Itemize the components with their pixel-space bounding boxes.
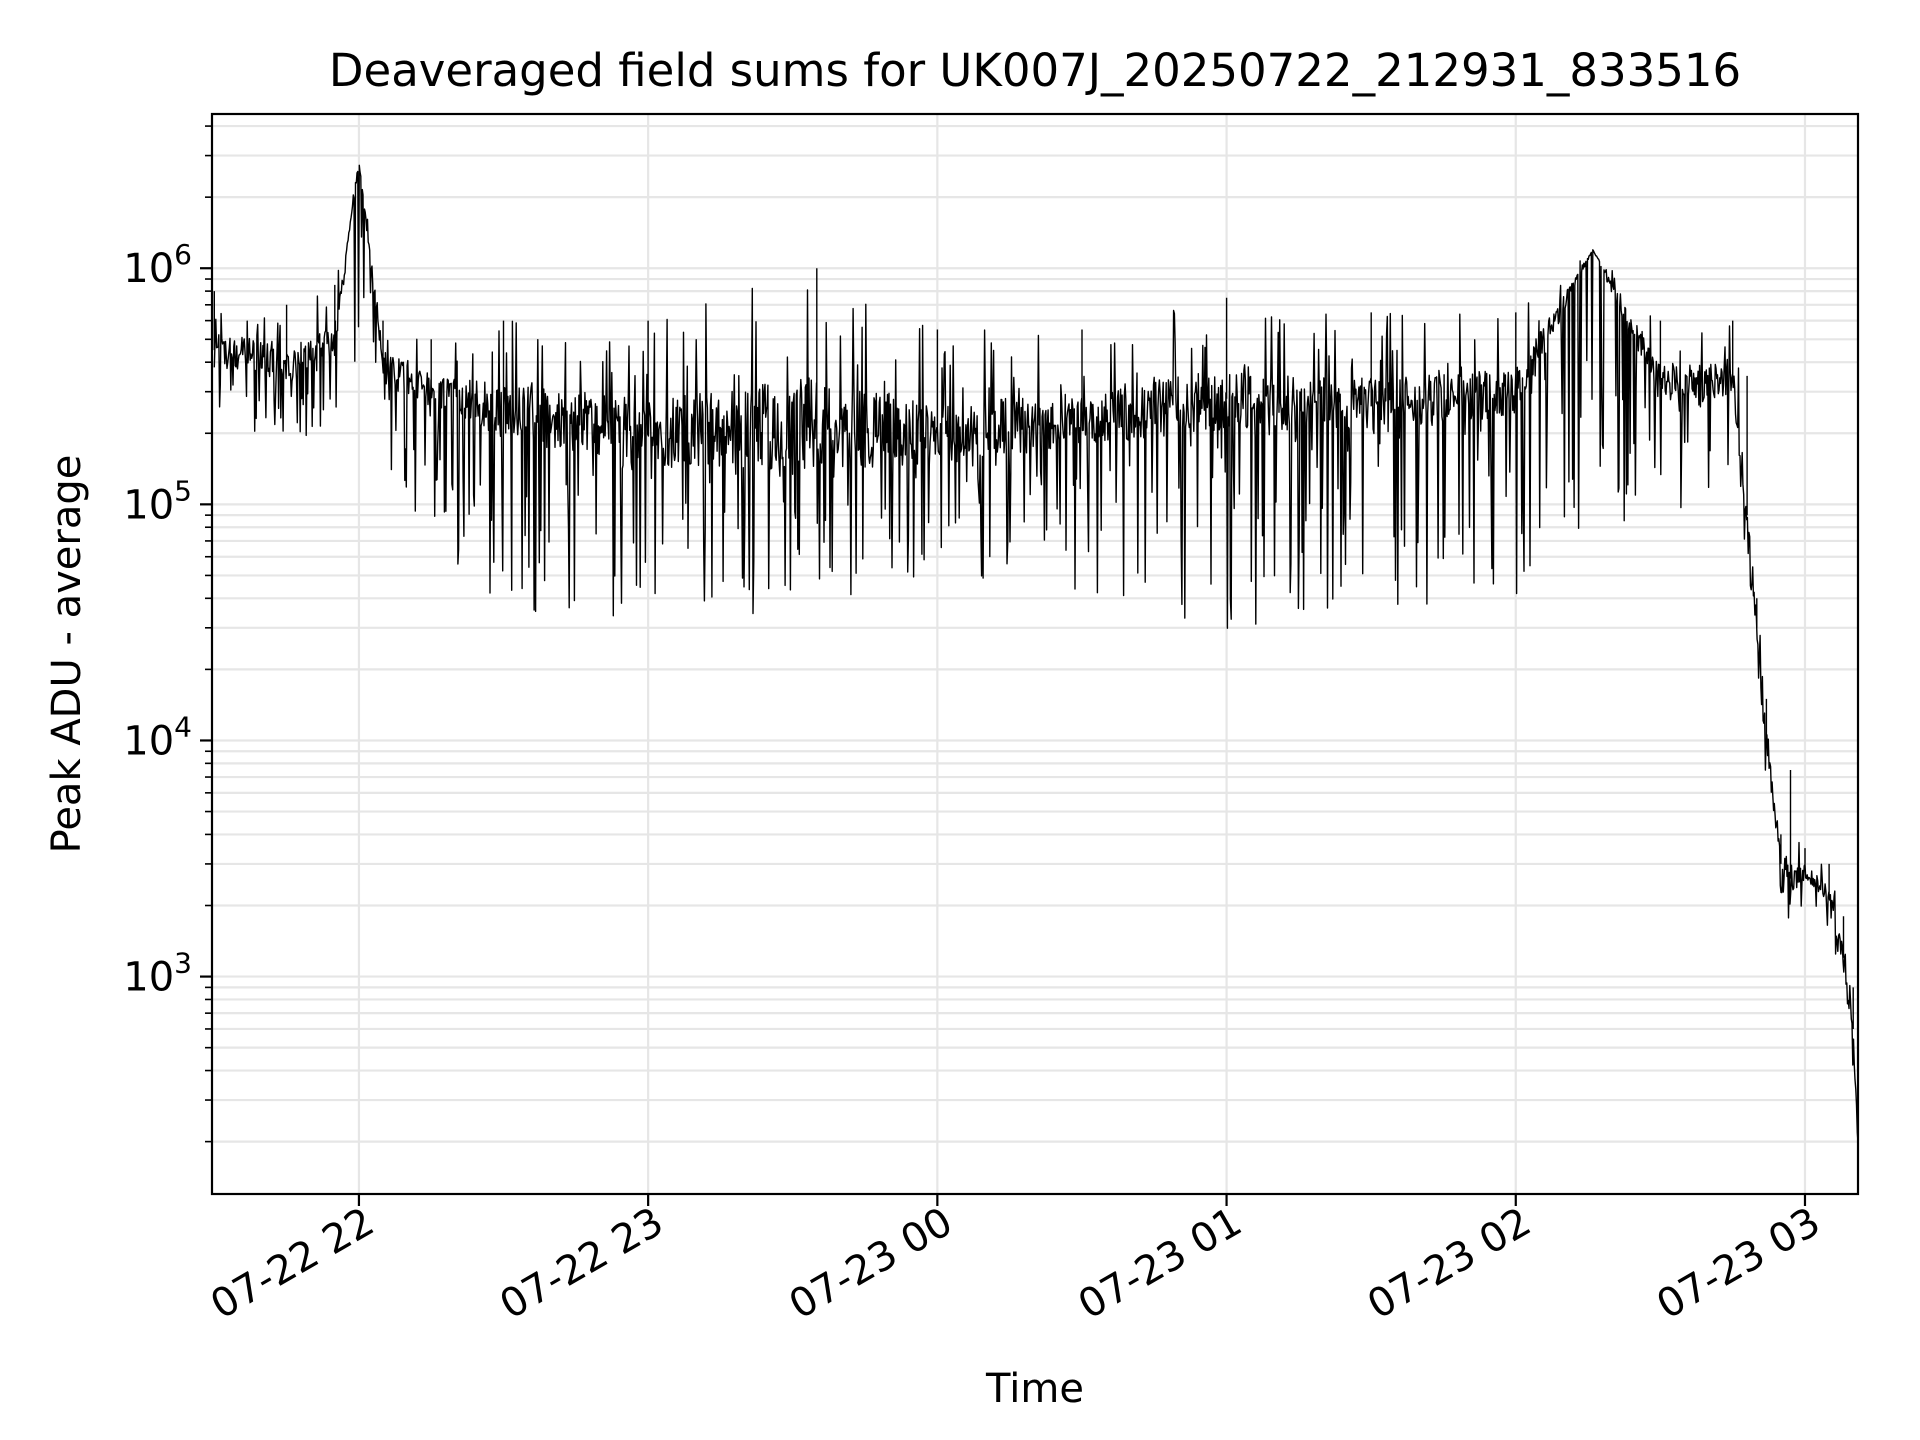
y-tick-label: 106	[123, 238, 192, 292]
y-tick-exponent: 5	[174, 474, 192, 507]
x-tick-label: 07-23 02	[1360, 1199, 1539, 1329]
y-tick-exponent: 3	[174, 947, 192, 980]
y-tick-base: 10	[123, 482, 174, 528]
x-tick-label: 07-22 23	[492, 1199, 671, 1329]
chart-title: Deaveraged field sums for UK007J_2025072…	[329, 44, 1741, 97]
y-tick-label: 105	[123, 474, 192, 528]
y-tick-label: 103	[123, 947, 192, 1001]
y-tick-exponent: 4	[174, 710, 192, 743]
x-tick-labels: 07-22 22 07-22 23 07-23 00 07-23 01 07-23 02…	[203, 1199, 1828, 1329]
y-tick-exponent: 6	[174, 238, 192, 271]
axis-ticks	[200, 125, 1807, 1206]
x-axis-label: Time	[985, 1366, 1084, 1412]
y-tick-base: 10	[123, 718, 174, 764]
y-tick-base: 10	[123, 955, 174, 1001]
series-line	[213, 164, 1859, 1143]
x-tick-label: 07-23 00	[782, 1199, 961, 1329]
y-axis-label: Peak ADU - average	[44, 455, 90, 854]
plot-frame	[210, 112, 1860, 1196]
y-tick-base: 10	[123, 246, 174, 292]
grid-lines	[212, 114, 1858, 1194]
x-tick-label: 07-23 01	[1071, 1199, 1250, 1329]
plot-area	[213, 164, 1859, 1143]
x-tick-label: 07-22 22	[203, 1199, 382, 1329]
x-tick-label: 07-23 03	[1649, 1199, 1828, 1329]
y-tick-label: 104	[123, 710, 192, 764]
